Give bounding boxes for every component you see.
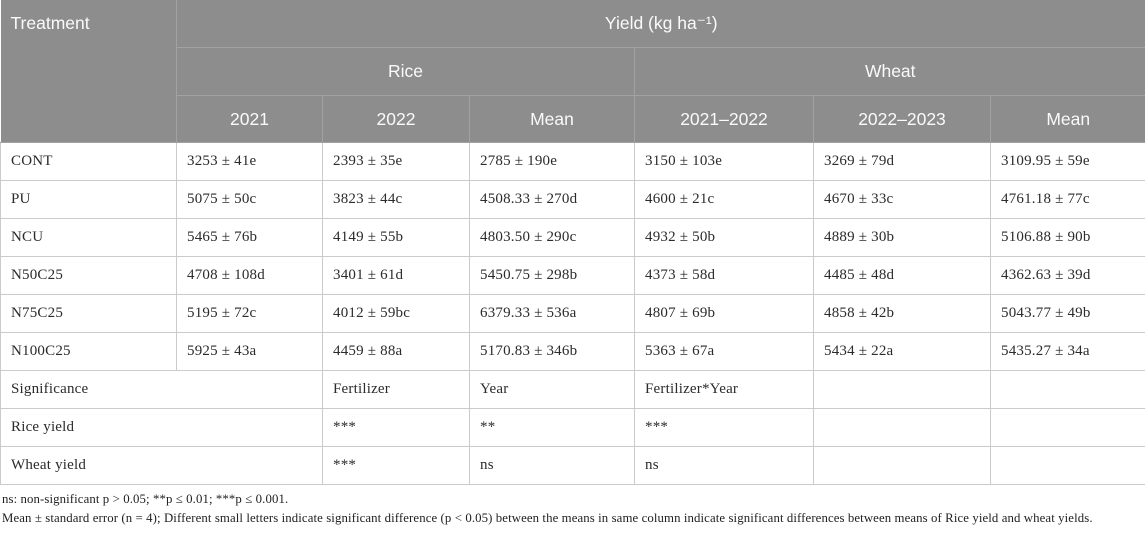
col-header-wheat-2021-2022: 2021–2022 [634,95,814,143]
significance-cell [990,370,1145,409]
value-cell: 5925 ± 43a [176,332,323,371]
value-cell: 5434 ± 22a [813,332,991,371]
value-cell: 4807 ± 69b [634,294,814,333]
treatment-label: N50C25 [0,256,177,295]
value-cell: 5435.27 ± 34a [990,332,1145,371]
value-cell: 4373 ± 58d [634,256,814,295]
yield-table: Treatment Yield (kg ha⁻¹) Rice Wheat 202… [0,0,1145,485]
col-header-wheat-2022-2023: 2022–2023 [813,95,991,143]
table-row-n75c25: N75C25 5195 ± 72c 4012 ± 59bc 6379.33 ± … [0,294,1145,333]
value-cell: 5363 ± 67a [634,332,814,371]
significance-cell: ns [634,446,814,485]
table-row-ncu: NCU 5465 ± 76b 4149 ± 55b 4803.50 ± 290c… [0,218,1145,257]
value-cell: 4508.33 ± 270d [469,180,635,219]
value-cell: 4708 ± 108d [176,256,323,295]
col-header-rice: Rice [176,47,635,96]
significance-cell: Fertilizer*Year [634,370,814,409]
value-cell: 4889 ± 30b [813,218,991,257]
significance-cell: Year [469,370,635,409]
significance-cell [813,370,991,409]
col-header-wheat-mean: Mean [990,95,1145,143]
value-cell: 4459 ± 88a [322,332,470,371]
value-cell: 4362.63 ± 39d [990,256,1145,295]
value-cell: 5465 ± 76b [176,218,323,257]
value-cell: 4932 ± 50b [634,218,814,257]
significance-cell: ns [469,446,635,485]
significance-cell [813,408,991,447]
significance-cell: *** [322,408,470,447]
treatment-label: N75C25 [0,294,177,333]
significance-cell [813,446,991,485]
table-header: Treatment Yield (kg ha⁻¹) Rice Wheat 202… [0,0,1145,143]
value-cell: 4761.18 ± 77c [990,180,1145,219]
value-cell: 5450.75 ± 298b [469,256,635,295]
significance-label: Rice yield [0,408,323,447]
col-header-treatment: Treatment [0,0,177,143]
table-footnotes: ns: non-significant p > 0.05; **p ≤ 0.01… [2,490,1145,528]
value-cell: 3823 ± 44c [322,180,470,219]
value-cell: 2393 ± 35e [322,142,470,181]
value-cell: 5106.88 ± 90b [990,218,1145,257]
col-header-yield: Yield (kg ha⁻¹) [176,0,1145,48]
table-row-wheat-yield: Wheat yield *** ns ns [0,446,1145,485]
footnote-mean-se: Mean ± standard error (n = 4); Different… [2,510,1093,525]
significance-cell [990,446,1145,485]
value-cell: 2785 ± 190e [469,142,635,181]
value-cell: 5043.77 ± 49b [990,294,1145,333]
value-cell: 3269 ± 79d [813,142,991,181]
treatment-label: N100C25 [0,332,177,371]
value-cell: 4670 ± 33c [813,180,991,219]
treatment-label: PU [0,180,177,219]
table-body: CONT 3253 ± 41e 2393 ± 35e 2785 ± 190e 3… [0,142,1145,485]
table-row-pu: PU 5075 ± 50c 3823 ± 44c 4508.33 ± 270d … [0,180,1145,219]
table-row-n100c25: N100C25 5925 ± 43a 4459 ± 88a 5170.83 ± … [0,332,1145,371]
value-cell: 4012 ± 59bc [322,294,470,333]
value-cell: 4485 ± 48d [813,256,991,295]
value-cell: 5075 ± 50c [176,180,323,219]
value-cell: 3253 ± 41e [176,142,323,181]
significance-cell: ** [469,408,635,447]
header-row-top: Treatment Yield (kg ha⁻¹) [0,0,1145,143]
value-cell: 5170.83 ± 346b [469,332,635,371]
table-row-cont: CONT 3253 ± 41e 2393 ± 35e 2785 ± 190e 3… [0,142,1145,181]
treatment-label: NCU [0,218,177,257]
value-cell: 3109.95 ± 59e [990,142,1145,181]
table-row-significance: Significance Fertilizer Year Fertilizer*… [0,370,1145,409]
significance-cell: *** [322,446,470,485]
value-cell: 4600 ± 21c [634,180,814,219]
significance-label: Significance [0,370,323,409]
value-cell: 3150 ± 103e [634,142,814,181]
value-cell: 4149 ± 55b [322,218,470,257]
header-row-years: 2021 2022 Mean 2021–2022 2022–2023 Mean [1,95,1145,143]
col-header-rice-mean: Mean [469,95,635,143]
col-header-rice-2022: 2022 [322,95,470,143]
table-row-n50c25: N50C25 4708 ± 108d 3401 ± 61d 5450.75 ± … [0,256,1145,295]
footnote-significance-codes: ns: non-significant p > 0.05; **p ≤ 0.01… [2,492,289,506]
significance-cell [990,408,1145,447]
value-cell: 3401 ± 61d [322,256,470,295]
table-row-rice-yield: Rice yield *** ** *** [0,408,1145,447]
value-cell: 5195 ± 72c [176,294,323,333]
treatment-label: CONT [0,142,177,181]
significance-cell: *** [634,408,814,447]
value-cell: 4858 ± 42b [813,294,991,333]
significance-cell: Fertilizer [322,370,470,409]
col-header-rice-2021: 2021 [176,95,323,143]
significance-label: Wheat yield [0,446,323,485]
value-cell: 6379.33 ± 536a [469,294,635,333]
value-cell: 4803.50 ± 290c [469,218,635,257]
col-header-wheat: Wheat [634,47,1145,96]
